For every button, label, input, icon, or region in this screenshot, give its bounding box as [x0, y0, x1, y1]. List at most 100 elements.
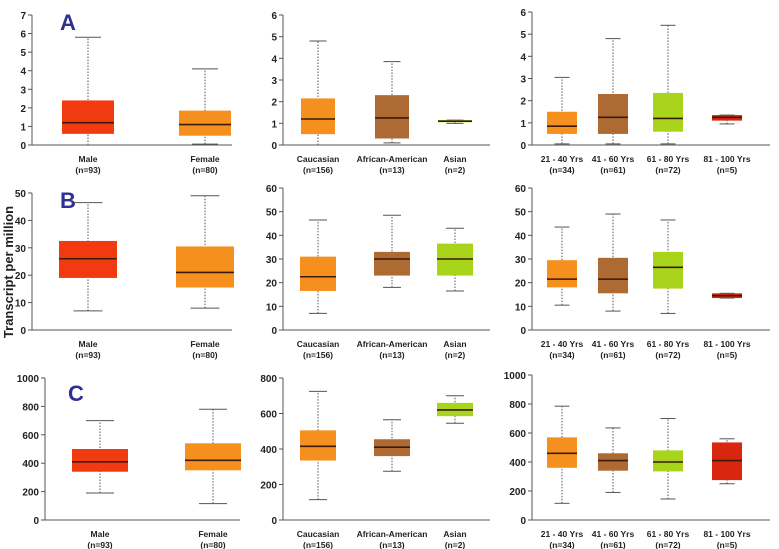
- x-tick-label: 41 - 60 Yrs: [592, 339, 635, 349]
- x-tick-sample-size: (n=93): [75, 165, 100, 175]
- x-tick-label: Female: [190, 154, 220, 164]
- y-tick-label: 50: [266, 208, 278, 219]
- box-asian: [437, 395, 473, 424]
- y-tick-label: 800: [509, 400, 526, 411]
- box-caucasian: [301, 40, 335, 146]
- box-21-40-yrs: [547, 226, 577, 306]
- x-tick-sample-size: (n=72): [655, 540, 680, 549]
- y-tick-label: 200: [509, 487, 526, 498]
- box-african-american: [374, 214, 410, 288]
- y-tick-label: 40: [515, 231, 527, 242]
- box-male: [62, 36, 114, 146]
- box-iqr: [72, 449, 128, 472]
- box-african-american: [374, 419, 410, 472]
- x-tick-label: 61 - 80 Yrs: [647, 154, 690, 164]
- x-tick-sample-size: (n=13): [379, 165, 404, 175]
- box-iqr: [598, 94, 628, 134]
- box-81-100-yrs: [712, 438, 742, 485]
- box-iqr: [179, 110, 231, 136]
- x-tick-label: African-American: [357, 529, 428, 539]
- y-tick-label: 30: [266, 255, 278, 266]
- x-tick-label: 21 - 40 Yrs: [541, 529, 584, 539]
- x-tick-sample-size: (n=34): [549, 165, 574, 175]
- x-tick-label: 81 - 100 Yrs: [703, 339, 750, 349]
- box-iqr: [300, 256, 336, 291]
- x-tick-label: Asian: [443, 154, 466, 164]
- box-61-80-yrs: [653, 219, 683, 314]
- y-tick-label: 800: [22, 402, 39, 413]
- box-female: [176, 195, 234, 309]
- y-tick-label: 40: [266, 231, 278, 242]
- panel-2: 0123456Caucasian(n=156)African-American(…: [271, 11, 490, 175]
- x-tick-label: Male: [79, 154, 98, 164]
- y-tick-label: 1000: [504, 371, 527, 382]
- y-tick-label: 6: [271, 11, 277, 22]
- y-tick-label: 5: [520, 30, 526, 41]
- y-tick-label: 1: [271, 119, 277, 130]
- x-tick-label: 81 - 100 Yrs: [703, 529, 750, 539]
- y-tick-label: 1: [20, 122, 26, 133]
- y-tick-label: 5: [271, 33, 277, 44]
- y-tick-label: 600: [509, 429, 526, 440]
- x-tick-label: African-American: [357, 339, 428, 349]
- box-iqr: [547, 260, 577, 288]
- y-tick-label: 3: [20, 85, 26, 96]
- x-tick-label: Male: [91, 529, 110, 539]
- x-tick-sample-size: (n=5): [717, 540, 738, 549]
- box-iqr: [598, 257, 628, 294]
- x-tick-sample-size: (n=156): [303, 350, 333, 360]
- y-tick-label: 60: [266, 184, 278, 195]
- x-tick-label: 41 - 60 Yrs: [592, 529, 635, 539]
- y-tick-label: 30: [15, 244, 27, 255]
- y-tick-label: 600: [260, 410, 277, 421]
- y-tick-label: 0: [20, 141, 26, 152]
- panel-8: 0 200 400 600 800 Caucasian(n=156) African-Ame…: [260, 374, 490, 549]
- y-tick-label: 60: [515, 184, 527, 195]
- x-tick-sample-size: (n=2): [445, 350, 466, 360]
- box-female: [179, 68, 231, 145]
- box-81-100-yrs: [712, 114, 742, 125]
- panel-letter: A: [60, 10, 76, 35]
- box-iqr: [301, 98, 335, 135]
- y-tick-label: 200: [260, 481, 277, 492]
- x-tick-label: 61 - 80 Yrs: [647, 339, 690, 349]
- x-tick-sample-size: (n=5): [717, 350, 738, 360]
- y-tick-label: 400: [260, 445, 277, 456]
- panel-letter: C: [68, 381, 84, 406]
- x-tick-sample-size: (n=61): [600, 540, 625, 549]
- box-61-80-yrs: [653, 24, 683, 145]
- y-axis-label: Transcript per million: [1, 206, 16, 338]
- y-tick-label: 200: [22, 488, 39, 499]
- box-iqr: [62, 100, 114, 134]
- box-iqr: [547, 111, 577, 134]
- y-tick-label: 4: [20, 67, 26, 78]
- y-tick-label: 3: [271, 76, 277, 87]
- box-female: [185, 408, 241, 505]
- x-tick-label: 21 - 40 Yrs: [541, 154, 584, 164]
- x-tick-sample-size: (n=5): [717, 165, 738, 175]
- y-tick-label: 30: [515, 255, 527, 266]
- x-tick-label: Asian: [443, 339, 466, 349]
- panel-1: 0 1 2 3 4 5 6 7 A Male(n=93) Female(n=80): [20, 10, 232, 175]
- box-iqr: [176, 246, 234, 288]
- box-caucasian: [300, 219, 336, 314]
- box-41-60-yrs: [598, 213, 628, 312]
- box-african-american: [375, 61, 409, 144]
- panel-9: 0 200 400 600 800 1000 21 - 40 Yrs(n=34) 41 - 6…: [504, 371, 770, 549]
- x-tick-label: Caucasian: [297, 154, 340, 164]
- box-iqr: [374, 251, 410, 276]
- box-caucasian: [300, 390, 336, 501]
- x-tick-label: Asian: [443, 529, 466, 539]
- box-41-60-yrs: [598, 427, 628, 493]
- x-tick-sample-size: (n=80): [192, 350, 217, 360]
- y-tick-label: 10: [266, 302, 278, 313]
- y-tick-label: 400: [509, 458, 526, 469]
- y-tick-label: 400: [22, 459, 39, 470]
- y-tick-label: 800: [260, 374, 277, 385]
- x-tick-sample-size: (n=2): [445, 165, 466, 175]
- y-tick-label: 2: [20, 104, 26, 115]
- y-tick-label: 10: [515, 302, 527, 313]
- box-male: [72, 420, 128, 494]
- x-tick-label: 61 - 80 Yrs: [647, 529, 690, 539]
